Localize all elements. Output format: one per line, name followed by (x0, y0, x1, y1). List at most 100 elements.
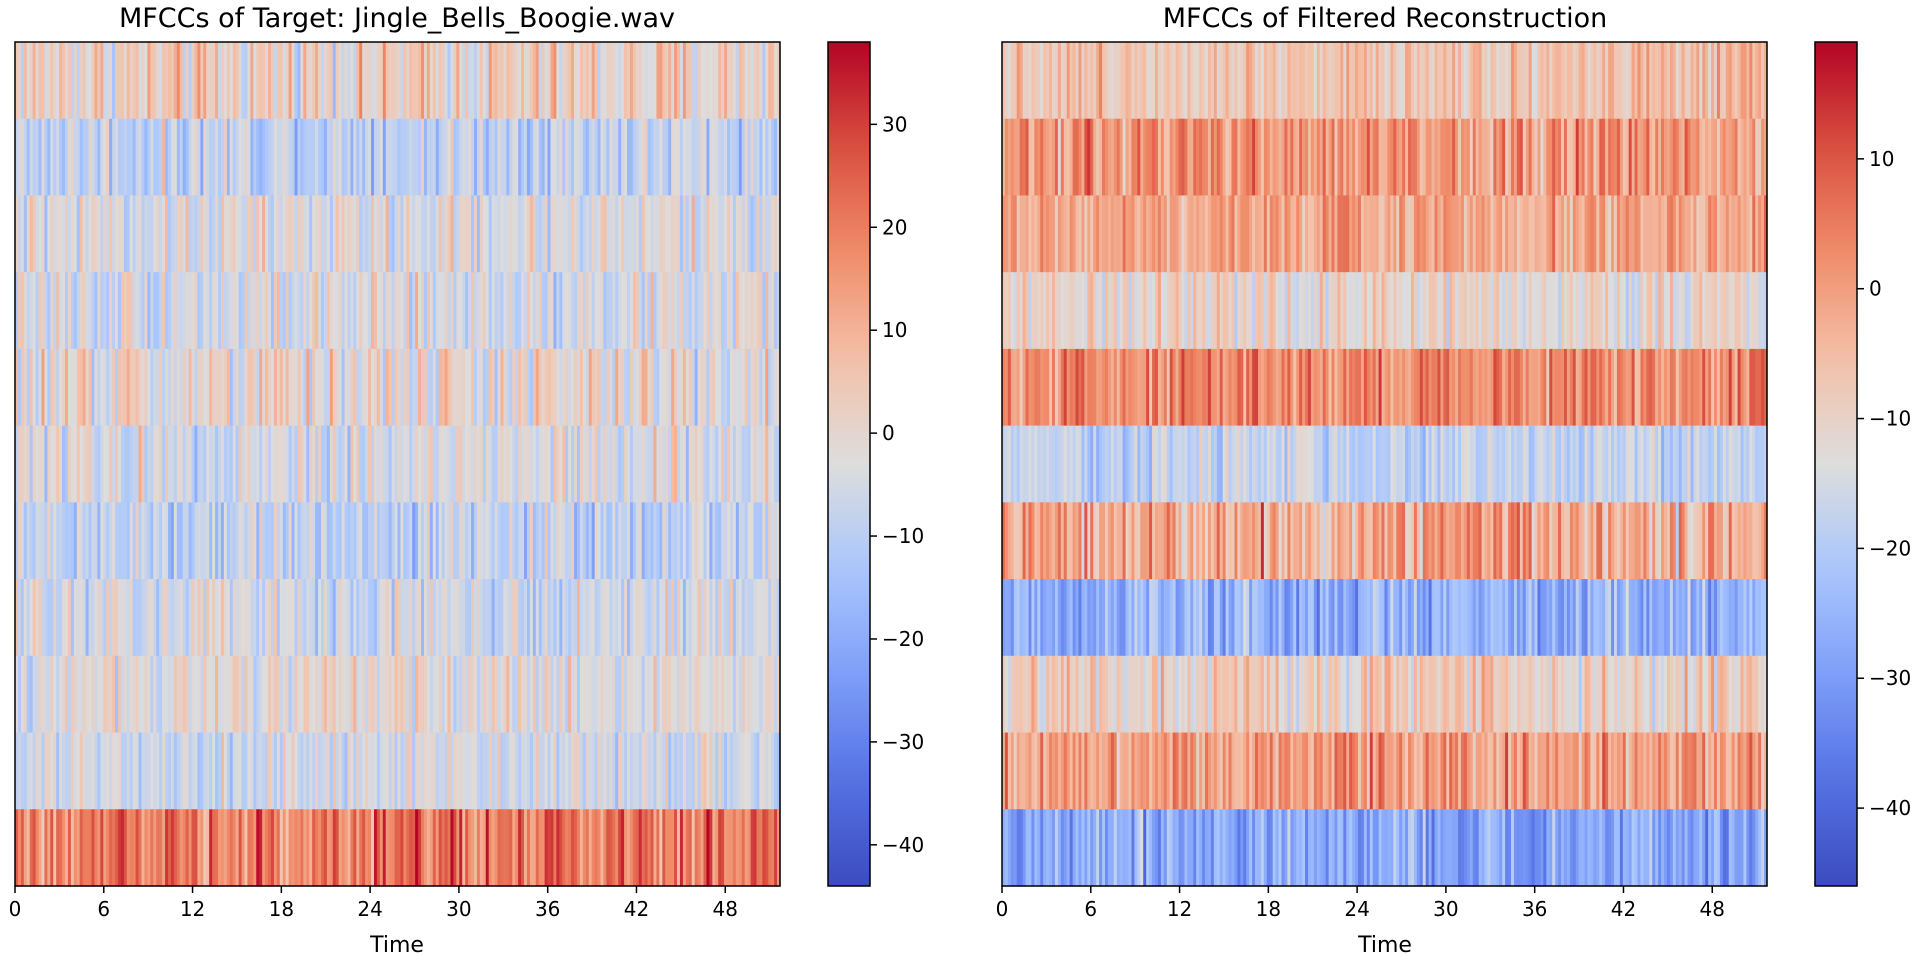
heatmap-cell (641, 118, 646, 197)
heatmap-cell (238, 502, 243, 580)
heatmap-cell (1419, 272, 1424, 350)
heatmap-cell (67, 502, 72, 580)
heatmap-cell (629, 809, 634, 887)
heatmap-cell (1155, 118, 1159, 197)
heatmap-cell (1693, 425, 1697, 503)
heatmap-cell (165, 195, 169, 273)
heatmap-cell (126, 348, 131, 427)
heatmap-cell (1087, 195, 1091, 273)
heatmap-cell (762, 502, 766, 580)
heatmap-cell (321, 195, 325, 273)
heatmap-cell (1472, 425, 1477, 503)
heatmap-cell (1266, 272, 1271, 350)
heatmap-cell (641, 272, 646, 350)
heatmap-cell (1399, 118, 1403, 197)
heatmap-cell (44, 118, 48, 197)
heatmap-cell (429, 502, 434, 580)
heatmap-cell (232, 809, 237, 887)
heatmap-cell (329, 502, 334, 580)
heatmap-cell (276, 42, 281, 120)
heatmap-cell (70, 502, 75, 580)
heatmap-cell (303, 732, 307, 810)
heatmap-cell (685, 195, 690, 273)
heatmap-cell (220, 272, 225, 350)
heatmap-cell (126, 42, 131, 120)
heatmap-cell (1155, 272, 1159, 350)
heatmap-cell (606, 732, 610, 810)
heatmap-cell (1758, 348, 1762, 427)
heatmap-cell (1346, 579, 1350, 657)
heatmap-cell (1490, 425, 1494, 503)
heatmap-cell (1711, 502, 1715, 580)
heatmap-cell (103, 425, 107, 503)
heatmap-cell (500, 502, 505, 580)
heatmap-cell (1287, 272, 1291, 350)
heatmap-cell (1043, 502, 1047, 580)
heatmap-cell (1416, 348, 1421, 427)
heatmap-cell (1437, 502, 1441, 580)
heatmap-cell (753, 272, 758, 350)
heatmap-cell (447, 272, 452, 350)
heatmap-cell (674, 809, 678, 887)
heatmap-cell (371, 732, 375, 810)
heatmap-cell (538, 425, 543, 503)
heatmap-cell (1190, 272, 1194, 350)
heatmap-cell (1281, 502, 1286, 580)
heatmap-cell (597, 42, 602, 120)
heatmap-cell (1196, 425, 1200, 503)
heatmap-cell (732, 425, 737, 503)
heatmap-cell (47, 732, 51, 810)
heatmap-cell (373, 118, 378, 197)
heatmap-cell (756, 502, 760, 580)
heatmap-cell (67, 809, 72, 887)
heatmap-cell (1340, 272, 1344, 350)
heatmap-cell (1225, 118, 1230, 197)
heatmap-cell (682, 118, 687, 197)
heatmap-cell (59, 809, 63, 887)
heatmap-cell (1375, 195, 1380, 273)
heatmap-cell (1734, 195, 1739, 273)
heatmap-cell (1555, 425, 1559, 503)
heatmap-cell (1393, 579, 1397, 657)
heatmap-cell (409, 425, 413, 503)
heatmap-cell (762, 272, 766, 350)
heatmap-cell (535, 655, 540, 734)
heatmap-cell (38, 732, 43, 810)
heatmap-cell (1152, 118, 1156, 197)
heatmap-cell (1646, 425, 1650, 503)
heatmap-cell (1031, 655, 1035, 734)
heatmap-cell (388, 272, 393, 350)
heatmap-cell (453, 42, 457, 120)
heatmap-cell (1487, 425, 1492, 503)
heatmap-cell (32, 195, 37, 273)
heatmap-cell (1619, 579, 1624, 657)
heatmap-cell (359, 272, 363, 350)
heatmap-cell (1599, 502, 1603, 580)
heatmap-cell (532, 425, 537, 503)
heatmap-cell (1628, 348, 1633, 427)
heatmap-cell (1010, 579, 1015, 657)
heatmap-cell (1684, 502, 1689, 580)
heatmap-cell (391, 425, 396, 503)
heatmap-cell (67, 579, 72, 657)
heatmap-cell (179, 272, 184, 350)
heatmap-cell (1519, 348, 1524, 427)
heatmap-cell (403, 425, 407, 503)
heatmap-cell (456, 502, 460, 580)
heatmap-cell (574, 502, 578, 580)
heatmap-cell (426, 195, 431, 273)
heatmap-cell (79, 272, 84, 350)
heatmap-cell (1107, 425, 1112, 503)
heatmap-cell (188, 425, 193, 503)
heatmap-cell (1440, 425, 1444, 503)
heatmap-cell (400, 732, 404, 810)
heatmap-cell (497, 272, 502, 350)
heatmap-cell (241, 655, 246, 734)
heatmap-cell (447, 579, 452, 657)
heatmap-cell (1078, 502, 1083, 580)
heatmap-cell (579, 348, 584, 427)
heatmap-cell (294, 118, 299, 197)
heatmap-cell (276, 809, 281, 887)
heatmap-cell (1057, 272, 1062, 350)
heatmap-cell (321, 42, 325, 120)
